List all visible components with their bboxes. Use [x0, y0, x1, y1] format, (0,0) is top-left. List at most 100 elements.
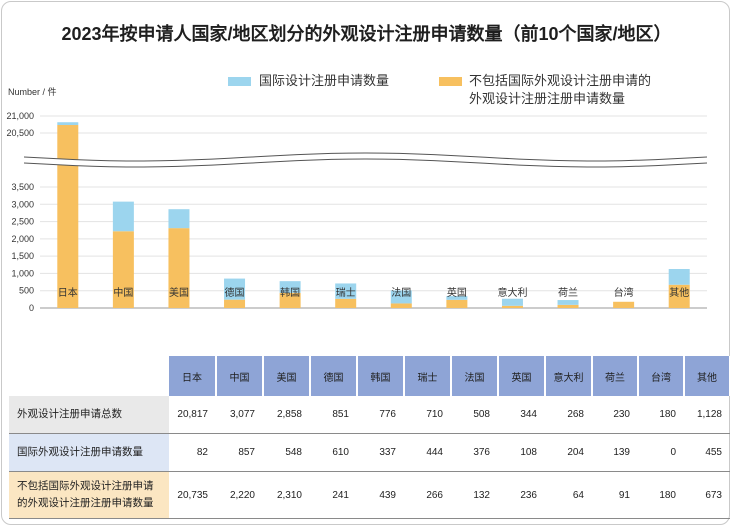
table-row: 外观设计注册申请总数 20,817 3,077 2,858 851 776 710 508 34…	[9, 396, 730, 434]
table-cell: 2,858	[263, 396, 310, 434]
table-cell: 376	[451, 433, 498, 472]
table-row-header: 外观设计注册申请总数	[9, 396, 169, 434]
bar-intl	[224, 278, 246, 300]
bar-intl	[279, 281, 301, 293]
table-cell: 444	[404, 433, 451, 472]
bar-intl	[57, 122, 79, 126]
bar-excl	[613, 301, 635, 308]
y-tick-label: 20,500	[6, 128, 34, 138]
table-row: 国际外观设计注册申请数量 82 857 548 610 337 444 376 108 204 13…	[9, 433, 730, 472]
bar-excl	[224, 299, 246, 308]
x-category-label: 其他	[669, 286, 689, 299]
table-cell: 3,077	[216, 396, 263, 434]
legend-label-excl-line2: 外观设计注册注册申请数量	[469, 91, 626, 106]
bar-excl	[112, 231, 134, 308]
table-cell: 439	[357, 471, 404, 519]
table-header-row: 日本 中国 美国 德国 韩国 瑞士 法国 英国 意大利 荷兰 台湾 其他	[9, 356, 731, 396]
table-column-header: 瑞士	[404, 356, 452, 396]
bar-excl	[279, 292, 301, 308]
x-category-label: 中国	[113, 286, 133, 299]
table-row-header: 国际外观设计注册申请数量	[9, 433, 169, 472]
legend-swatch-excl	[439, 77, 462, 86]
y-tick-label: 0	[29, 303, 34, 313]
table-cell: 548	[263, 433, 310, 472]
table-cell: 857	[216, 433, 263, 472]
row-header-line: 国际外观设计注册申请数量	[17, 446, 143, 458]
table-cell: 236	[498, 471, 545, 519]
bar-excl	[446, 299, 468, 308]
table-cell: 20,735	[169, 471, 216, 519]
table-cell: 91	[592, 471, 638, 519]
bar-excl	[557, 304, 579, 308]
table-cell: 20,817	[169, 396, 216, 434]
table-cell: 2,220	[216, 471, 263, 519]
x-category-label: 英国	[447, 286, 467, 299]
table-cell: 64	[545, 471, 592, 519]
x-category-label: 法国	[391, 286, 411, 299]
table-cell: 710	[404, 396, 451, 434]
table-cell: 2,310	[263, 471, 310, 519]
table-cell: 673	[684, 471, 730, 519]
table-cell: 139	[592, 433, 638, 472]
y-tick-label: 1,000	[11, 268, 34, 278]
bar-excl	[501, 305, 523, 308]
x-category-label: 台湾	[614, 286, 634, 299]
row-header-line: 的外观设计注册注册申请数量	[17, 497, 154, 509]
legend-label-excl-line1: 不包括国际外观设计注册申请的	[469, 73, 652, 88]
axis-break-line	[23, 152, 708, 162]
bar-excl	[668, 284, 690, 308]
table-cell: 610	[310, 433, 357, 472]
table-column-header: 台湾	[638, 356, 685, 396]
bar-intl	[557, 300, 579, 305]
y-tick-label: 21,000	[6, 111, 34, 121]
table-column-header: 德国	[310, 356, 358, 396]
table-cell: 132	[451, 471, 498, 519]
bar-excl	[335, 298, 357, 308]
table-column-header: 日本	[169, 356, 217, 396]
table-cell: 1,128	[684, 396, 730, 434]
y-tick-label: 2,500	[11, 217, 34, 227]
table-column-header: 其他	[684, 356, 731, 396]
table-column-header: 法国	[451, 356, 499, 396]
table-cell: 108	[498, 433, 545, 472]
table-cell: 776	[357, 396, 404, 434]
table-column-header: 意大利	[545, 356, 593, 396]
bar-intl	[112, 201, 134, 232]
bar-intl	[335, 283, 357, 299]
table-cell: 241	[310, 471, 357, 519]
table-cell: 180	[638, 396, 684, 434]
y-tick-label: 2,000	[11, 234, 34, 244]
bar-intl	[446, 296, 468, 300]
y-tick-label: 1,500	[11, 251, 34, 261]
bar-intl	[501, 298, 523, 306]
x-category-label: 德国	[225, 286, 245, 299]
axis-break-line	[23, 158, 708, 168]
x-category-label: 荷兰	[558, 286, 578, 299]
table-column-header: 英国	[498, 356, 546, 396]
data-table: 日本 中国 美国 德国 韩国 瑞士 法国 英国 意大利 荷兰 台湾 其他 外观设计注册申请总数 20,8…	[9, 356, 731, 519]
bar-intl	[168, 209, 190, 229]
row-header-line: 外观设计注册申请总数	[17, 408, 122, 420]
bar-chart: 0 500 1,000 1,500 2,000 2,500 3,000 3,500 20,500…	[6, 111, 708, 313]
table-row: 不包括国际外观设计注册申请 的外观设计注册注册申请数量 20,735 2,220 2,3…	[9, 471, 730, 519]
table-cell: 0	[638, 433, 684, 472]
table-cell: 230	[592, 396, 638, 434]
table-corner	[9, 356, 169, 396]
x-category-label: 韩国	[280, 286, 300, 299]
bar-excl	[57, 125, 79, 308]
table-cell: 344	[498, 396, 545, 434]
table-row-header: 不包括国际外观设计注册申请 的外观设计注册注册申请数量	[9, 471, 169, 519]
legend-label-intl: 国际设计注册申请数量	[259, 73, 390, 88]
axis-break-band	[24, 153, 707, 167]
table-cell: 204	[545, 433, 592, 472]
bar-intl	[390, 290, 412, 304]
table-cell: 508	[451, 396, 498, 434]
x-category-label: 美国	[169, 286, 189, 299]
chart-title: 2023年按申请人国家/地区划分的外观设计注册申请数量（前10个国家/地区）	[61, 24, 672, 44]
table-cell: 266	[404, 471, 451, 519]
bar-intl	[668, 269, 690, 285]
bar-excl	[168, 228, 190, 308]
x-category-label: 意大利	[497, 286, 527, 299]
table-cell: 337	[357, 433, 404, 472]
